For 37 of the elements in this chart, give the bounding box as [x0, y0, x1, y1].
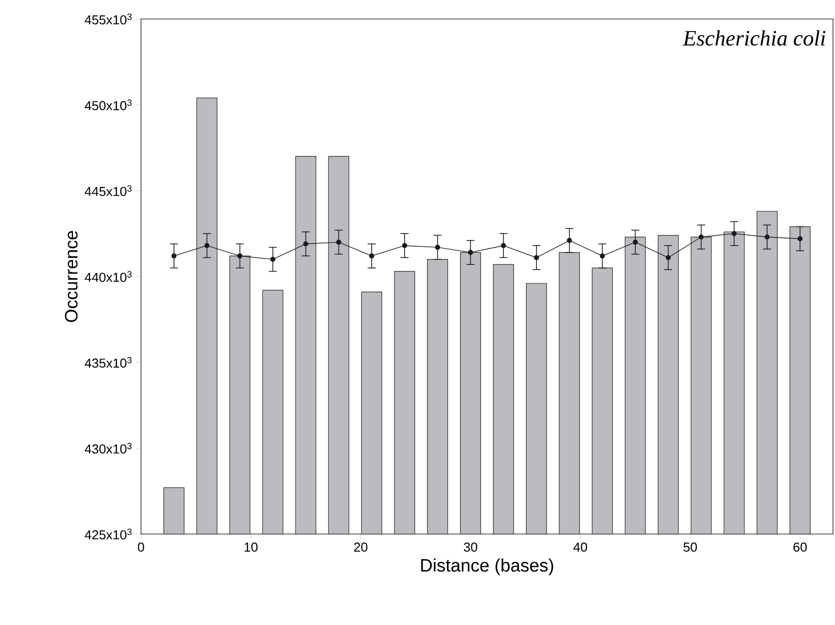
x-tick-label: 0: [138, 542, 144, 552]
x-tick-label: 40: [573, 542, 588, 552]
y-tick-label: 425x10$^{3}$: [84, 528, 132, 540]
y-axis-title: Occurrence: [64, 230, 78, 322]
point: [500, 243, 506, 248]
point: [566, 238, 572, 243]
x-tick-label: 30: [464, 542, 478, 552]
point: [270, 256, 276, 262]
point: [534, 255, 539, 260]
point: [336, 240, 342, 245]
point: [468, 250, 474, 256]
point: [732, 231, 737, 236]
x-axis-title: Distance (bases): [421, 558, 554, 576]
point: [237, 253, 242, 258]
y-tick-label: 455x10$^{3}$: [84, 14, 132, 24]
point: [666, 255, 671, 260]
y-tick-label: 440x10$^{3}$: [84, 271, 132, 282]
point: [698, 234, 704, 240]
x-tick-label: 20: [354, 542, 368, 552]
point: [402, 243, 408, 248]
y-tick-label: 450x10$^{3}$: [84, 99, 132, 110]
point: [204, 243, 210, 248]
y-tick-label: 430x10$^{3}$: [84, 442, 132, 454]
point: [369, 253, 374, 258]
x-tick-label: 10: [244, 542, 258, 552]
point: [798, 236, 803, 242]
y-tick-label: 445x10$^{3}$: [84, 185, 132, 196]
x-tick-label: 60: [794, 542, 807, 552]
annotation: Escherichia coli: [682, 30, 826, 46]
point: [632, 240, 638, 245]
point: [435, 244, 440, 250]
point: [303, 241, 308, 246]
point: [600, 253, 605, 258]
y-tick-label: 435x10$^{3}$: [84, 356, 132, 368]
x-tick-label: 50: [684, 542, 697, 552]
point: [764, 234, 770, 240]
point: [171, 253, 176, 258]
